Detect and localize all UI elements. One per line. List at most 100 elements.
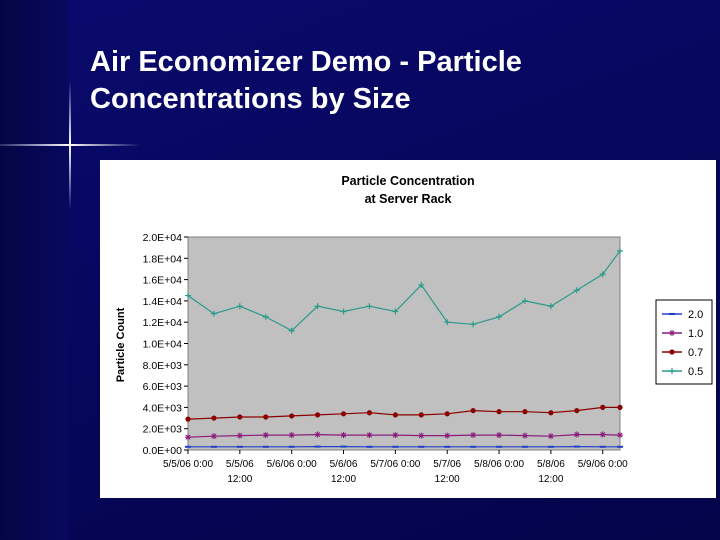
legend-label: 2.0: [688, 309, 703, 321]
legend-marker: [669, 349, 675, 355]
data-point-0.5: [392, 308, 399, 315]
data-point-0.5: [521, 297, 528, 304]
chart: Particle Concentration at Server Rack Pa…: [115, 174, 713, 485]
x-tick-label: 5/5/06 0:00: [163, 459, 213, 470]
data-point-0.5: [573, 287, 580, 294]
x-tick-label: 5/6/06: [330, 459, 358, 470]
data-point-1.0: [573, 431, 580, 438]
x-tick-label-time: 12:00: [435, 474, 460, 485]
x-tick-label: 5/8/06 0:00: [474, 459, 524, 470]
data-point-1.0: [340, 432, 347, 439]
data-point-1.0: [262, 432, 269, 439]
legend-marker: [669, 368, 675, 374]
data-point-0.7: [340, 411, 347, 417]
series-line-0.7: [187, 406, 620, 420]
data-point-0.7: [496, 409, 502, 415]
x-tick-label: 5/7/06: [433, 459, 461, 470]
data-point-0.5: [314, 303, 321, 310]
data-point-0.5: [288, 327, 295, 334]
y-tick-label: 1.8E+04: [143, 253, 183, 265]
y-tick-label: 2.0E+04: [143, 232, 183, 244]
data-point-1.0: [392, 432, 399, 439]
legend-label: 1.0: [688, 328, 703, 340]
data-point-0.5: [470, 321, 477, 328]
sparkle-decoration-vertical: [69, 80, 71, 210]
data-point-0.5: [496, 313, 503, 320]
chart-subtitle: at Server Rack: [365, 192, 452, 206]
data-point-0.5: [418, 281, 425, 288]
data-point-0.5: [599, 271, 606, 278]
data-point-0.7: [444, 411, 450, 417]
y-tick-label: 4.0E+03: [143, 402, 183, 414]
data-point-0.7: [289, 413, 295, 419]
y-tick-label: 0.0E+00: [143, 445, 183, 457]
data-point-1.0: [496, 432, 503, 439]
data-point-0.5: [210, 310, 217, 317]
data-point-1.0: [236, 432, 243, 439]
data-point-0.7: [237, 414, 243, 420]
data-point-0.7: [185, 416, 191, 422]
data-point-1.0: [418, 432, 425, 439]
data-point-0.7: [617, 404, 623, 410]
data-point-0.5: [340, 308, 347, 315]
plot-layer: 0.0E+00 2.0E+03 4.0E+03 6.0E+03 8.0E+03 1.0E+…: [143, 232, 629, 485]
series-line-0.5: [187, 250, 621, 332]
data-point-1.0: [185, 434, 191, 441]
slide-title-line-1: Air Economizer Demo - Particle: [90, 46, 522, 78]
data-point-0.7: [548, 410, 554, 416]
series-line-1.0: [187, 433, 621, 438]
data-point-0.5: [236, 303, 243, 310]
x-tick-label: 5/9/06 0:00: [578, 459, 628, 470]
data-point-1.0: [599, 431, 606, 438]
data-point-1.0: [470, 432, 477, 439]
data-point-0.5: [547, 303, 554, 310]
legend: 2.0 1.0 0.7 0.5: [655, 299, 713, 385]
legend-marker: [669, 330, 675, 336]
data-point-0.7: [392, 412, 398, 418]
data-point-1.0: [314, 431, 321, 438]
data-point-0.5: [617, 247, 623, 254]
data-point-0.5: [185, 292, 191, 299]
y-axis-label: Particle Count: [115, 307, 127, 382]
data-point-1.0: [521, 432, 528, 439]
y-tick-label: 1.2E+04: [143, 317, 183, 329]
data-point-0.7: [263, 414, 269, 420]
legend-label: 0.5: [688, 366, 703, 378]
data-point-0.7: [522, 409, 528, 415]
y-tick-label: 8.0E+03: [143, 360, 183, 372]
data-point-1.0: [444, 432, 451, 439]
data-point-0.7: [470, 407, 476, 414]
data-point-1.0: [366, 432, 373, 439]
data-point-0.7: [211, 415, 217, 421]
data-point-1.0: [617, 432, 623, 439]
y-tick-label: 1.4E+04: [143, 296, 183, 308]
data-point-1.0: [547, 433, 554, 440]
slide-title-line-2: Concentrations by Size: [90, 83, 411, 115]
x-tick-label: 5/5/06: [226, 459, 254, 470]
y-tick-label: 1.0E+04: [143, 339, 183, 351]
plot-area: [187, 236, 621, 451]
x-tick-label-time: 12:00: [331, 474, 356, 485]
data-point-0.5: [444, 319, 451, 326]
data-point-0.5: [262, 313, 269, 320]
x-tick-label-time: 12:00: [227, 474, 252, 485]
chart-frame: Particle Concentration at Server Rack Pa…: [100, 160, 716, 498]
data-point-0.7: [600, 404, 606, 410]
chart-title: Particle Concentration: [341, 174, 474, 188]
data-point-0.5: [366, 303, 373, 310]
x-tick-label-time: 12:00: [538, 474, 563, 485]
y-tick-label: 1.6E+04: [143, 275, 183, 287]
slide-title: Air Economizer Demo - Particle Concentra…: [90, 44, 690, 118]
data-point-0.7: [366, 410, 373, 416]
x-tick-label: 5/6/06 0:00: [267, 459, 317, 470]
data-point-1.0: [210, 433, 217, 440]
legend-label: 0.7: [688, 347, 703, 359]
data-point-1.0: [288, 432, 295, 439]
y-tick-label: 6.0E+03: [143, 381, 183, 393]
x-tick-label: 5/7/06 0:00: [370, 459, 420, 470]
y-tick-label: 2.0E+03: [143, 424, 183, 436]
left-band: [0, 0, 68, 540]
data-point-0.7: [418, 412, 424, 418]
data-point-0.7: [574, 407, 580, 414]
x-tick-label: 5/8/06: [537, 459, 565, 470]
